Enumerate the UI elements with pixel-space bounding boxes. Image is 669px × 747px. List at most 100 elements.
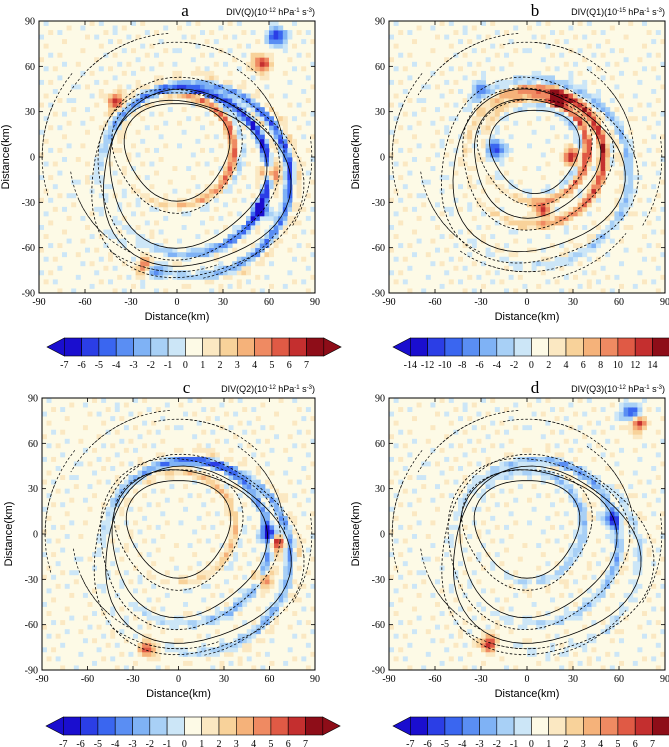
heatmap-cell bbox=[481, 48, 486, 54]
heatmap-cell bbox=[78, 556, 84, 562]
heatmap-cell bbox=[545, 443, 551, 449]
heatmap-cell bbox=[596, 161, 601, 167]
heatmap-cell bbox=[273, 134, 279, 140]
colorbar-label: -7 bbox=[406, 739, 414, 747]
contour-line bbox=[236, 69, 281, 128]
heatmap-cell bbox=[471, 48, 477, 54]
heatmap-cell bbox=[591, 247, 597, 253]
heatmap-cell bbox=[402, 538, 408, 544]
heatmap-cell bbox=[389, 574, 394, 580]
colorbar-box bbox=[479, 716, 498, 736]
heatmap-cell bbox=[467, 98, 473, 103]
heatmap-cell bbox=[196, 633, 202, 639]
heatmap-cell bbox=[554, 261, 560, 267]
heatmap-cell bbox=[140, 107, 146, 113]
heatmap-cell bbox=[531, 220, 537, 226]
heatmap-cell bbox=[485, 638, 491, 644]
heatmap-cell bbox=[232, 143, 238, 149]
heatmap-cell bbox=[246, 270, 251, 276]
heatmap-cell bbox=[241, 147, 247, 153]
heatmap-cell bbox=[209, 188, 215, 194]
heatmap-cell bbox=[183, 470, 188, 476]
heatmap-cell bbox=[582, 161, 588, 167]
heatmap-cell bbox=[609, 665, 615, 670]
panel-title: DIV(Q)(10-12 hPa-1 s-3) bbox=[226, 7, 315, 17]
heatmap-cell bbox=[305, 98, 311, 103]
heatmap-cell bbox=[57, 75, 63, 81]
colorbar-box bbox=[149, 716, 168, 736]
heatmap-cell bbox=[241, 234, 247, 239]
heatmap-cell bbox=[462, 30, 468, 35]
heatmap-cell bbox=[264, 138, 270, 144]
heatmap-cell bbox=[577, 642, 583, 648]
heatmap-cell bbox=[490, 175, 496, 181]
heatmap-cell bbox=[508, 438, 514, 444]
heatmap-cell bbox=[292, 538, 298, 544]
heatmap-cell bbox=[292, 43, 297, 49]
heatmap-cell bbox=[287, 574, 293, 580]
heatmap-cell bbox=[177, 70, 182, 76]
heatmap-cell bbox=[605, 274, 611, 280]
heatmap-cell bbox=[462, 642, 468, 648]
heatmap-cell bbox=[517, 624, 523, 630]
heatmap-cell bbox=[151, 538, 157, 544]
heatmap-cell bbox=[485, 98, 491, 103]
colorbar-box bbox=[150, 337, 169, 357]
heatmap-cell bbox=[205, 443, 211, 449]
heatmap-cell bbox=[471, 243, 477, 249]
heatmap-cell bbox=[94, 161, 100, 167]
heatmap-cell bbox=[398, 574, 404, 580]
x-tick-label: -60 bbox=[78, 297, 91, 308]
heatmap-cell bbox=[563, 143, 569, 149]
heatmap-cell bbox=[46, 420, 52, 426]
heatmap-cell bbox=[605, 574, 611, 580]
heatmap-cell bbox=[39, 129, 44, 135]
heatmap-cell bbox=[110, 633, 116, 639]
heatmap-cell bbox=[407, 243, 413, 249]
heatmap-cell bbox=[527, 402, 532, 408]
heatmap-cell bbox=[98, 179, 104, 185]
heatmap-cell bbox=[467, 488, 473, 494]
heatmap-cell bbox=[172, 93, 178, 99]
heatmap-cell bbox=[210, 592, 216, 598]
heatmap-cell bbox=[485, 147, 491, 153]
heatmap-cell bbox=[508, 147, 514, 153]
heatmap-cell bbox=[632, 520, 638, 526]
heatmap-cell bbox=[554, 98, 560, 103]
heatmap-cell bbox=[421, 288, 427, 293]
heatmap-cell bbox=[112, 93, 118, 99]
heatmap-cell bbox=[485, 111, 491, 117]
heatmap-cell bbox=[591, 234, 597, 239]
heatmap-cell bbox=[292, 543, 298, 548]
heatmap-cell bbox=[246, 443, 252, 449]
heatmap-cell bbox=[591, 270, 597, 276]
heatmap-cell bbox=[577, 538, 583, 544]
heatmap-cell bbox=[233, 529, 239, 535]
heatmap-cell bbox=[600, 515, 606, 521]
heatmap-cell bbox=[596, 561, 601, 567]
heatmap-cell bbox=[43, 234, 49, 239]
heatmap-cell bbox=[237, 538, 243, 544]
heatmap-cell bbox=[389, 152, 394, 158]
heatmap-cell bbox=[259, 70, 265, 76]
heatmap-cell bbox=[485, 225, 491, 230]
heatmap-cell bbox=[155, 461, 161, 467]
heatmap-cell bbox=[467, 202, 473, 208]
heatmap-cell bbox=[655, 570, 661, 576]
heatmap-cell bbox=[64, 488, 70, 494]
heatmap-cell bbox=[154, 79, 159, 85]
heatmap-cell bbox=[389, 479, 394, 485]
colorbar-label: -4 bbox=[111, 739, 119, 747]
heatmap-cell bbox=[282, 34, 288, 40]
heatmap-cell bbox=[205, 511, 211, 517]
heatmap-cell bbox=[255, 61, 261, 67]
heatmap-cell bbox=[559, 102, 565, 108]
heatmap-cell bbox=[146, 597, 152, 603]
heatmap-cell bbox=[82, 402, 88, 408]
heatmap-cell bbox=[600, 175, 606, 181]
heatmap-cell bbox=[407, 547, 413, 553]
heatmap-cell bbox=[264, 215, 270, 221]
heatmap-cell bbox=[550, 265, 555, 271]
contour-line bbox=[533, 41, 607, 74]
heatmap-cell bbox=[167, 79, 173, 85]
